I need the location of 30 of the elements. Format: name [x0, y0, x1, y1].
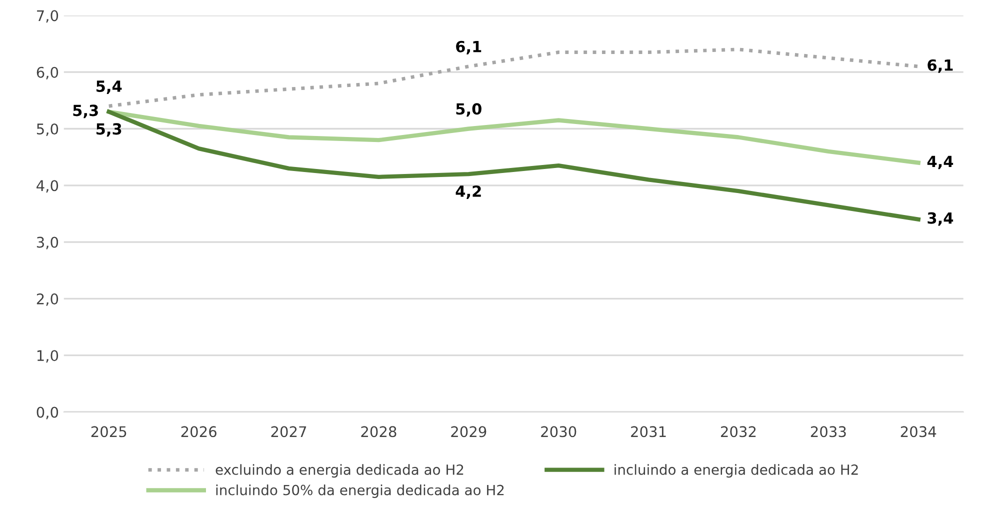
x-tick-label: 2031 [631, 426, 666, 438]
data-label: 6,1 [928, 59, 953, 73]
data-label: 5,0 [456, 103, 482, 117]
y-tick-label: 1,0 [37, 350, 58, 363]
legend-label: incluindo 50% da energia dedicada ao H2 [216, 484, 504, 498]
data-label: 4,4 [927, 156, 954, 170]
y-tick-label: 4,0 [36, 180, 58, 193]
x-tick-label: 2025 [91, 426, 126, 438]
y-tick-label: 3,0 [36, 236, 58, 250]
x-tick-label: 2032 [720, 426, 756, 438]
data-label: 6,1 [456, 40, 482, 54]
x-tick-label: 2030 [541, 426, 576, 438]
x-tick-label: 2028 [361, 426, 396, 438]
data-label: 3,4 [928, 212, 954, 226]
y-tick-label: 0,0 [36, 406, 58, 420]
x-tick-label: 2027 [271, 426, 306, 438]
data-label: 5,3 [73, 104, 98, 118]
data-label: 5,4 [96, 80, 122, 94]
x-tick-label: 2034 [900, 426, 936, 438]
legend-label: incluindo a energia dedicada ao H2 [614, 464, 858, 478]
x-tick-label: 2033 [810, 426, 846, 438]
y-tick-label: 6,0 [36, 66, 58, 80]
y-tick-label: 5,0 [36, 123, 58, 136]
x-tick-label: 2029 [451, 426, 486, 438]
legend-label: excluindo a energia dedicada ao H2 [216, 464, 464, 478]
y-tick-label: 7,0 [37, 10, 58, 23]
y-tick-label: 2,0 [36, 293, 58, 306]
x-tick-label: 2026 [181, 426, 216, 438]
data-label: 5,3 [96, 123, 122, 137]
data-label: 4,2 [456, 185, 481, 199]
